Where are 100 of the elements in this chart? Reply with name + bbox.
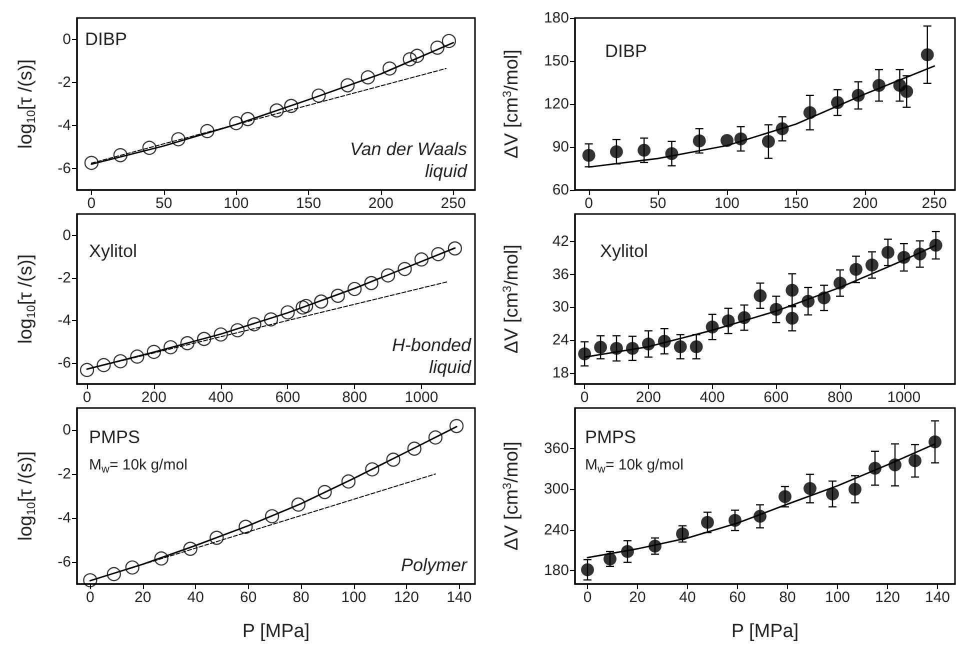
point [776,122,789,136]
y-tick-label: 240 [544,521,569,538]
point [240,112,255,126]
point [734,132,748,146]
x-tick-label: 100 [341,589,366,606]
point [299,298,314,314]
point [431,247,446,262]
point [314,294,328,309]
x-tick-label: 60 [729,589,746,606]
point [706,320,719,334]
point [125,560,140,575]
x-tick-label: 140 [446,589,472,606]
x-tick-label: 0 [583,589,592,606]
point [180,336,194,350]
point [365,462,380,476]
point [770,302,783,316]
y-tick-label: -2 [58,466,71,482]
point [312,88,326,103]
point [84,156,99,170]
point [852,88,865,102]
x-tick-label: 80 [779,589,796,606]
x-tick-label: 1000 [404,389,438,406]
point [868,462,882,475]
y-tick-label: 180 [544,562,569,579]
point [913,248,926,261]
point [676,527,689,540]
point [778,490,792,504]
y-tick-label: 42 [552,232,569,250]
x-tick-label: 40 [187,589,204,606]
x-tick-label: 400 [700,389,725,406]
point [284,98,298,114]
x-tick-label: 200 [636,389,661,406]
point [582,148,596,162]
point [581,563,594,576]
y-tick-label: 90 [552,138,569,156]
point [690,340,703,354]
y-tick-label: 0 [62,422,71,438]
point [448,241,462,256]
point [928,435,942,448]
point [106,567,121,582]
y-tick-label: -4 [58,117,71,134]
point [929,238,942,252]
y-tick-label: 0 [62,226,71,244]
point [888,458,902,472]
x-tick-label: 40 [679,589,696,606]
point [146,344,162,360]
point [407,442,422,456]
x-tick-label: 20 [134,589,152,606]
point [113,148,128,162]
point [410,48,424,63]
annotation: DIBP [605,41,648,61]
point [428,430,443,445]
point [762,135,775,148]
point [754,289,767,302]
point [720,134,734,148]
point [638,144,651,157]
point [296,300,310,315]
point [348,282,362,296]
x-tick-label: 400 [208,389,234,406]
point [449,418,464,434]
point [658,334,671,348]
y-tick-label: -4 [58,312,71,329]
point [200,124,214,138]
point [594,340,608,354]
point [264,509,280,524]
point [364,276,378,290]
point [865,258,878,272]
y-tick-label: -6 [58,160,71,177]
x-tick-label: 150 [296,195,322,212]
point [171,132,186,146]
point [380,268,396,283]
point [398,262,412,276]
point [826,487,839,500]
point [229,116,244,130]
point [113,354,128,368]
x-tick-label: 600 [764,389,789,406]
point [626,342,639,355]
point [247,317,262,332]
point [264,312,278,326]
x-tick-label: 250 [440,195,466,212]
point [214,327,228,342]
point [728,514,742,527]
point [430,40,444,55]
y-tick-label: 30 [552,298,569,316]
x-tick-label: 50 [155,195,172,212]
x-tick-label: 250 [922,195,947,212]
point [920,48,934,62]
point [818,291,831,304]
point [96,358,111,372]
point [897,250,910,264]
x-tick-label: 200 [141,389,166,406]
y-tick-label: 60 [552,182,569,198]
point [804,482,816,496]
point [360,70,375,84]
y-axis-title: log10[τ /(s)] [16,254,38,344]
point [578,347,592,360]
annotation: Polymer [400,555,468,575]
y-axis-title: ΔV [cm3/mol] [500,244,522,354]
x-tick-label: 600 [275,389,300,406]
point [402,52,417,66]
